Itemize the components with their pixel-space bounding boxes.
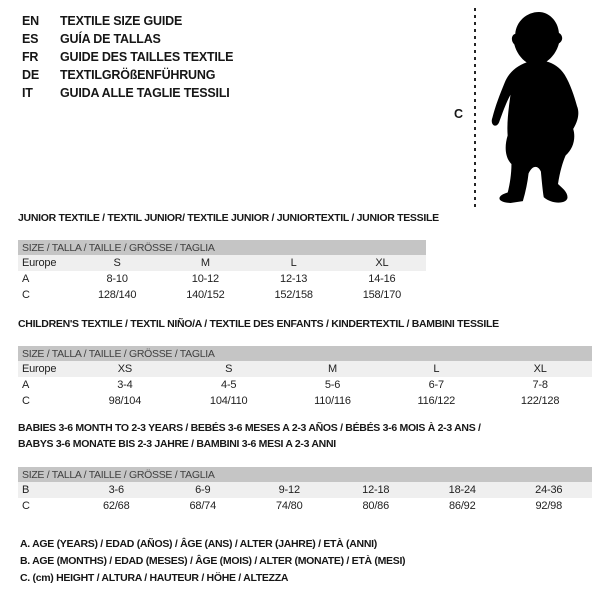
table-row: A 3-4 4-5 5-6 6-7 7-8 [18, 377, 592, 393]
table-cell: 3-4 [117, 379, 133, 391]
row-label-cell: C [22, 395, 30, 407]
lang-code: IT [22, 86, 33, 100]
lang-label: GUIDA ALLE TAGLIE TESSILI [60, 86, 230, 100]
lang-label: GUÍA DE TALLAS [60, 32, 161, 46]
babies-section: BABIES 3-6 MONTH TO 2-3 YEARS / BEBÉS 3-… [18, 420, 592, 514]
language-title-list: EN TEXTILE SIZE GUIDE ES GUÍA DE TALLAS … [22, 12, 233, 102]
table-cell: 5-6 [324, 379, 341, 391]
table-cell: 98/104 [108, 395, 142, 407]
table-cell: 116/122 [417, 395, 456, 407]
table-cell: 6-7 [428, 379, 445, 391]
table-cell: 14-16 [368, 273, 396, 285]
table-cell: 80/86 [362, 500, 390, 512]
lang-code: EN [22, 14, 39, 28]
table-cell: 158/170 [362, 289, 402, 301]
table-cell: 110/116 [314, 395, 351, 407]
row-label-cell: B [18, 482, 73, 498]
table-cell: 122/128 [520, 395, 560, 407]
children-size-table: SIZE / TALLA / TAILLE / GRÖSSE / TAGLIA … [18, 346, 592, 409]
babies-table-title-line2: BABYS 3-6 MONATE BIS 2-3 JAHRE / BAMBINI… [18, 438, 336, 450]
row-label-cell: A [22, 379, 30, 391]
table-cell: 3-6 [73, 482, 160, 498]
babies-table-title-line1: BABIES 3-6 MONTH TO 2-3 YEARS / BEBÉS 3-… [18, 422, 481, 434]
row-label-cell: Europe [18, 361, 73, 377]
table-cell: M [280, 361, 385, 377]
table-cell: 18-24 [419, 482, 506, 498]
size-header-cell: SIZE / TALLA / TAILLE / GRÖSSE / TAGLIA [18, 467, 592, 482]
table-cell: 12-13 [280, 273, 308, 285]
table-cell: 86/92 [448, 500, 476, 512]
baby-silhouette-icon [491, 12, 579, 203]
legend-line-a: A. AGE (YEARS) / EDAD (AÑOS) / ÂGE (ANS)… [20, 538, 377, 550]
table-row: Europe XS S M L XL [18, 361, 592, 377]
table-cell: L [249, 255, 338, 271]
junior-table-title: JUNIOR TEXTILE / TEXTIL JUNIOR/ TEXTILE … [18, 212, 439, 224]
table-row: A 8-10 10-12 12-13 14-16 [18, 271, 426, 287]
children-section: CHILDREN'S TEXTILE / TEXTIL NIÑO/A / TEX… [18, 318, 592, 409]
table-cell: 9-12 [246, 482, 333, 498]
babies-size-table: SIZE / TALLA / TAILLE / GRÖSSE / TAGLIA … [18, 467, 592, 514]
size-header-cell: SIZE / TALLA / TAILLE / GRÖSSE / TAGLIA [18, 240, 426, 255]
table-cell: S [176, 361, 281, 377]
table-row: B 3-6 6-9 9-12 12-18 18-24 24-36 [18, 482, 592, 498]
babies-table-title-block: BABIES 3-6 MONTH TO 2-3 YEARS / BEBÉS 3-… [18, 420, 592, 452]
table-cell: 140/152 [186, 289, 225, 301]
children-table-title: CHILDREN'S TEXTILE / TEXTIL NIÑO/A / TEX… [18, 318, 499, 330]
table-cell: 8-10 [106, 273, 128, 285]
table-cell: XL [337, 255, 426, 271]
size-header-cell: SIZE / TALLA / TAILLE / GRÖSSE / TAGLIA [18, 346, 592, 361]
table-cell: S [73, 255, 162, 271]
row-label-cell: Europe [18, 255, 73, 271]
table-row: C 98/104 104/110 110/116 116/122 122/128 [18, 393, 592, 409]
size-header-row: SIZE / TALLA / TAILLE / GRÖSSE / TAGLIA [18, 240, 426, 255]
table-cell: 10-12 [191, 273, 219, 285]
lang-code: FR [22, 50, 39, 64]
measurement-legend: A. AGE (YEARS) / EDAD (AÑOS) / ÂGE (ANS)… [20, 536, 406, 587]
table-cell: L [384, 361, 489, 377]
lang-label: GUIDE DES TAILLES TEXTILE [60, 50, 234, 64]
table-cell: XS [73, 361, 177, 377]
row-label-cell: C [22, 500, 30, 512]
lang-label: TEXTILE SIZE GUIDE [60, 14, 183, 28]
table-cell: 152/158 [274, 289, 313, 301]
legend-line-b: B. AGE (MONTHS) / EDAD (MESES) / ÂGE (MO… [20, 555, 406, 567]
row-label-cell: A [22, 273, 30, 285]
table-row: Europe S M L XL [18, 255, 426, 271]
table-cell: 74/80 [275, 500, 303, 512]
height-measure-label: C [454, 107, 464, 121]
table-cell: 24-36 [505, 482, 592, 498]
height-figure: C [452, 4, 598, 212]
table-cell: 68/74 [189, 500, 217, 512]
table-cell: 6-9 [159, 482, 246, 498]
junior-size-table: SIZE / TALLA / TAILLE / GRÖSSE / TAGLIA … [18, 240, 426, 303]
table-row: C 62/68 68/74 74/80 80/86 86/92 92/98 [18, 498, 592, 514]
lang-code: DE [22, 68, 39, 82]
size-header-row: SIZE / TALLA / TAILLE / GRÖSSE / TAGLIA [18, 346, 592, 361]
table-cell: 104/110 [209, 395, 248, 407]
table-cell: M [161, 255, 250, 271]
table-cell: 128/140 [97, 289, 137, 301]
table-cell: XL [488, 361, 592, 377]
legend-line-c: C. (cm) HEIGHT / ALTURA / HAUTEUR / HÖHE… [20, 572, 289, 584]
row-label-cell: C [22, 289, 30, 301]
table-cell: 7-8 [532, 379, 548, 391]
table-cell: 92/98 [535, 500, 563, 512]
table-cell: 12-18 [332, 482, 419, 498]
table-cell: 4-5 [221, 379, 237, 391]
lang-label: TEXTILGRÖßENFÜHRUNG [60, 68, 216, 82]
table-row: C 128/140 140/152 152/158 158/170 [18, 287, 426, 303]
lang-code: ES [22, 32, 39, 46]
junior-section: JUNIOR TEXTILE / TEXTIL JUNIOR/ TEXTILE … [18, 212, 439, 303]
dashed-height-line [474, 8, 476, 209]
table-cell: 62/68 [102, 500, 130, 512]
size-header-row: SIZE / TALLA / TAILLE / GRÖSSE / TAGLIA [18, 467, 592, 482]
